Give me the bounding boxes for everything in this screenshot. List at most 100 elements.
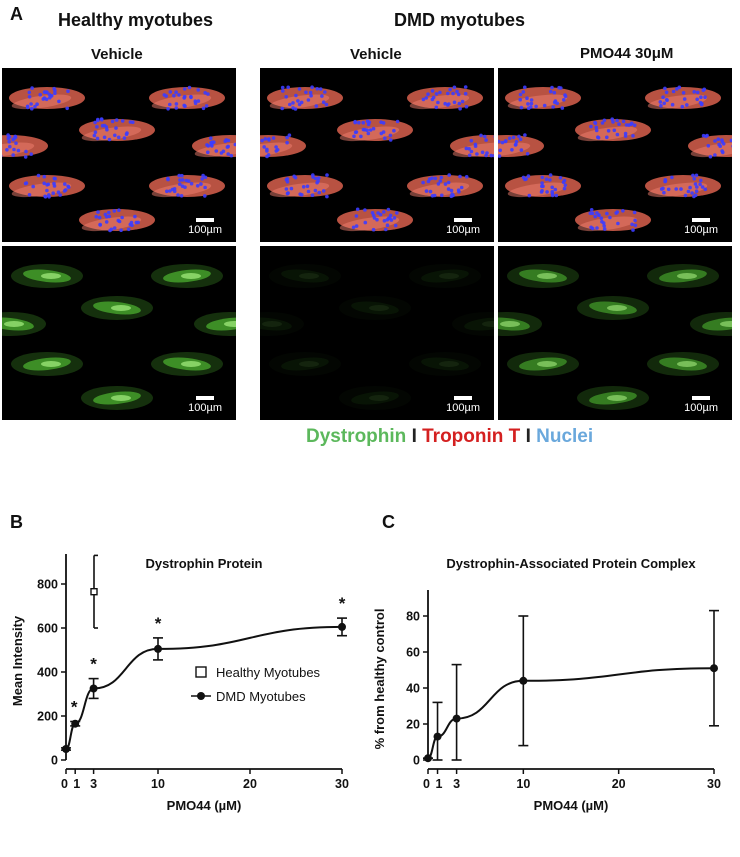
nucleus — [116, 218, 121, 223]
nucleus — [162, 93, 167, 97]
nucleus — [133, 214, 137, 219]
nucleus — [458, 106, 462, 111]
healthy-group-title: Healthy myotubes — [58, 10, 214, 30]
nucleus — [392, 216, 397, 220]
nucleus — [51, 191, 55, 195]
nucleus — [463, 85, 468, 89]
dystrophin-core — [500, 321, 520, 327]
nucleus — [313, 176, 318, 181]
nucleus — [708, 154, 713, 159]
dmd-point — [62, 745, 70, 753]
nucleus — [325, 194, 329, 199]
nucleus — [665, 98, 669, 102]
nucleus — [65, 106, 69, 111]
nucleus — [431, 95, 436, 100]
nucleus — [52, 181, 56, 186]
nucleus — [375, 217, 379, 222]
nucleus — [43, 195, 48, 199]
dystrophin-core — [299, 273, 319, 279]
dystrophin-core — [720, 321, 732, 327]
nucleus — [12, 147, 16, 152]
nucleus — [393, 223, 398, 228]
nucleus — [168, 189, 172, 193]
nucleus — [434, 105, 439, 110]
nucleus — [24, 149, 28, 154]
nucleus — [288, 102, 292, 107]
dystrophin-signal — [351, 391, 399, 405]
nucleus — [104, 125, 109, 129]
nucleus — [606, 129, 611, 133]
nucleus — [280, 106, 284, 111]
nucleus — [2, 154, 3, 158]
nucleus — [12, 136, 17, 140]
nucleus — [610, 117, 614, 121]
nucleus — [692, 194, 696, 199]
nucleus — [562, 186, 567, 191]
nucleus — [616, 221, 620, 226]
nucleus — [605, 135, 609, 140]
nucleus — [704, 134, 708, 139]
nucleus — [49, 94, 54, 98]
dystrophin-core — [224, 321, 236, 327]
nucleus — [480, 150, 485, 155]
nucleus — [428, 189, 433, 194]
nucleus — [285, 177, 290, 181]
nucleus — [27, 90, 32, 95]
nucleus — [301, 185, 306, 189]
nucleus — [53, 88, 57, 93]
nucleus — [294, 93, 298, 98]
nucleus — [355, 207, 360, 212]
nucleus — [323, 90, 327, 94]
nucleus — [630, 222, 634, 227]
nucleus — [203, 194, 207, 198]
y-tick-label: 0 — [51, 754, 58, 768]
nucleus — [297, 87, 302, 91]
dystrophin-core — [369, 395, 389, 401]
legend-dmd-marker — [197, 692, 205, 700]
nucleus — [631, 228, 635, 232]
dystrophin-signal — [421, 357, 469, 371]
nucleus — [424, 189, 429, 193]
nucleus — [385, 223, 390, 227]
scale-bar-label: 100µm — [446, 224, 480, 236]
stain-legend: Dystrophin I Troponin T I Nuclei — [306, 426, 593, 448]
y-tick-label: 20 — [406, 718, 420, 732]
nucleus — [57, 99, 61, 104]
nucleus — [519, 148, 524, 152]
dystrophin-core — [439, 361, 459, 367]
nucleus — [671, 89, 676, 94]
nucleus — [196, 99, 201, 103]
nucleus — [713, 153, 717, 157]
nucleus — [498, 154, 502, 158]
nucleus — [621, 209, 625, 213]
legend-dmd-label: DMD Myotubes — [216, 689, 306, 704]
nucleus — [479, 133, 483, 138]
nucleus — [633, 223, 638, 228]
nucleus — [688, 185, 692, 190]
nucleus — [300, 193, 304, 197]
nucleus — [510, 148, 514, 152]
nucleus — [449, 188, 454, 193]
nucleus — [475, 152, 479, 156]
significance-star: * — [71, 698, 78, 717]
nucleus — [182, 87, 187, 91]
nucleus — [540, 175, 545, 180]
nucleus — [201, 106, 206, 111]
nucleus — [266, 153, 271, 157]
x-tick-label: 0 — [423, 777, 430, 791]
nucleus — [560, 106, 565, 110]
myotube-fiber — [409, 182, 470, 198]
nucleus — [632, 123, 637, 128]
nucleus — [166, 177, 170, 182]
nucleus — [177, 93, 181, 97]
nucleus — [284, 95, 288, 99]
dystrophin-core — [369, 305, 389, 311]
y-tick-label: 80 — [406, 610, 420, 624]
nucleus — [114, 126, 118, 130]
nucleus — [130, 223, 134, 228]
nucleus — [351, 225, 356, 230]
nucleus — [6, 133, 10, 137]
nucleus — [692, 177, 696, 181]
nucleus — [310, 85, 314, 89]
nucleus — [706, 144, 711, 148]
